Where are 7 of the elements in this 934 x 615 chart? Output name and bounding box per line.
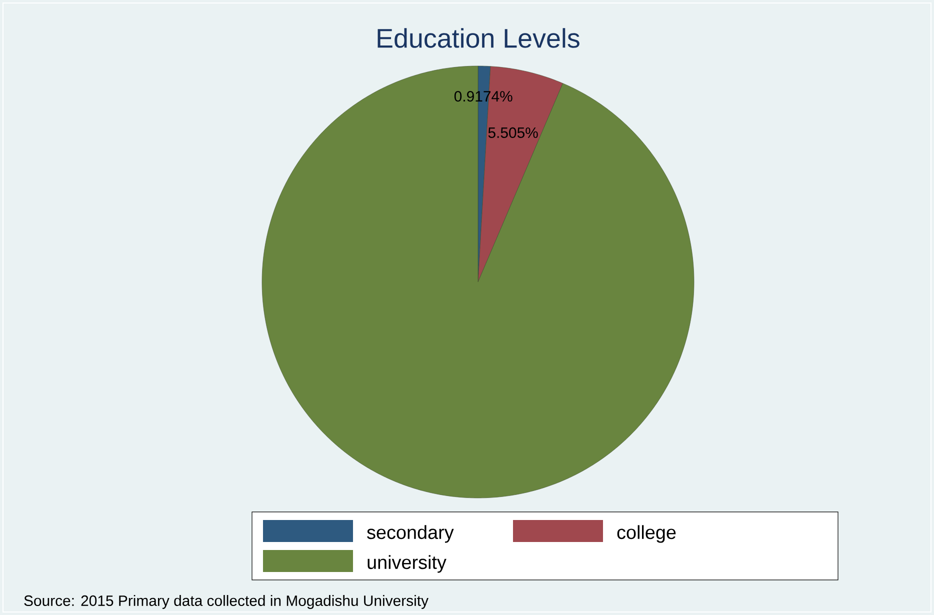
legend-label: college [617,525,676,543]
data-label: 5.505% [488,127,538,138]
chart-title: Education Levels [378,28,580,48]
legend-label: university [368,555,446,573]
legend-label: secondary [367,525,454,543]
data-label: 0.9174% [454,91,512,102]
source-note: Source: 2015 Primary data collected in Mogadishu University [24,595,428,609]
